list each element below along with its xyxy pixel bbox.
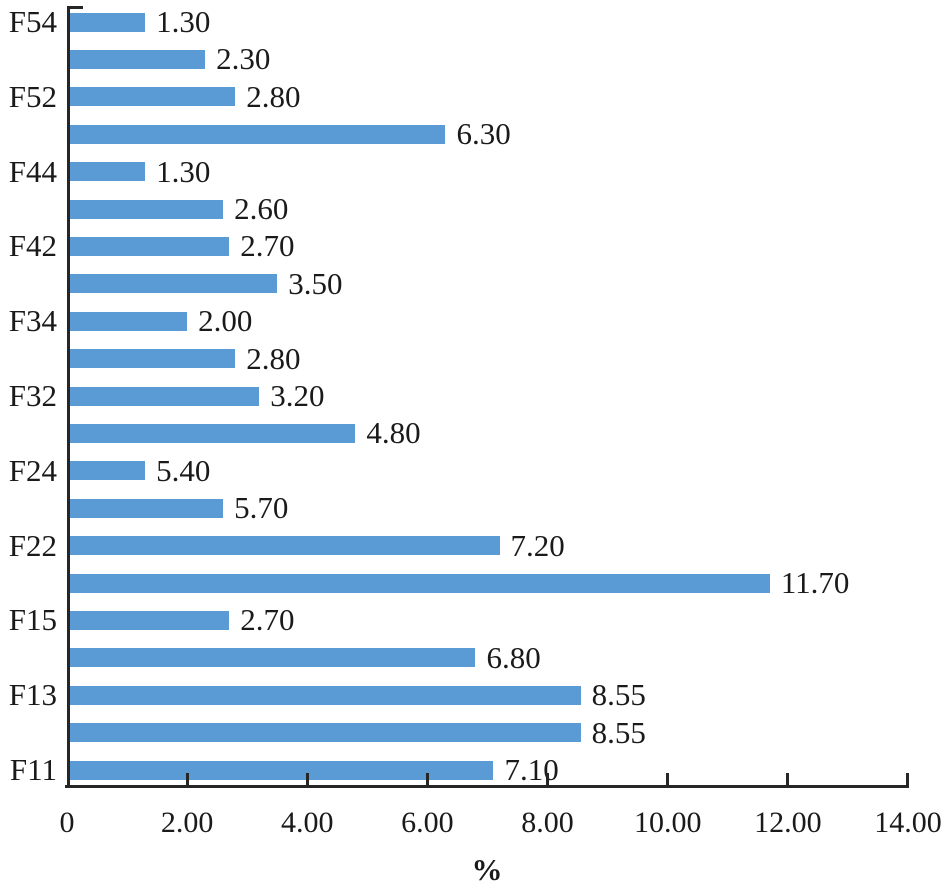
bar	[70, 274, 278, 294]
bar-value-label: 11.70	[780, 565, 850, 600]
bar-value-label: 5.40	[156, 452, 211, 488]
bar-value-label: 7.20	[510, 527, 565, 563]
bar-value-label: 2.00	[198, 303, 253, 339]
bar-value-label: 6.80	[486, 639, 541, 675]
category-label: F13	[8, 677, 57, 713]
bar	[70, 236, 230, 256]
bar-value-label: 8.55	[591, 677, 646, 713]
bar	[70, 349, 236, 369]
bar-value-label: 2.70	[240, 228, 295, 264]
bar-value-label: 8.55	[591, 714, 646, 750]
bar-value-label: 1.30	[156, 153, 211, 189]
y-axis-line	[67, 6, 70, 788]
x-tick-label: 10.00	[633, 806, 702, 839]
x-tick-label: 6.00	[401, 806, 454, 839]
bar	[70, 87, 236, 107]
category-label: F34	[8, 303, 57, 339]
x-tick-mark	[546, 773, 550, 788]
y-axis-end-tick	[67, 6, 83, 9]
bar	[70, 573, 770, 593]
bar	[70, 124, 446, 144]
x-tick-mark	[906, 773, 910, 788]
category-label: F22	[8, 527, 57, 563]
bar	[70, 723, 581, 743]
bar-value-label: 2.70	[240, 602, 295, 638]
x-tick-label: 14.00	[874, 806, 942, 839]
bar-value-label: 2.80	[246, 340, 301, 376]
bar	[70, 311, 188, 331]
bar-value-label: 6.30	[456, 116, 511, 152]
bar	[70, 386, 260, 406]
bar	[70, 536, 500, 556]
category-label: F11	[9, 752, 57, 787]
bar-value-label: 2.80	[246, 78, 301, 114]
bar	[70, 648, 476, 668]
category-label: F32	[8, 378, 57, 413]
bar	[70, 685, 581, 705]
bar	[70, 461, 146, 481]
x-tick-label: 12.00	[754, 806, 822, 839]
bar	[70, 610, 230, 630]
x-axis-line	[65, 785, 909, 788]
bar	[70, 162, 146, 182]
x-tick-mark	[666, 773, 670, 788]
category-label: F15	[8, 602, 57, 638]
x-tick-mark	[425, 773, 429, 788]
bar	[70, 49, 206, 69]
x-tick-mark	[786, 773, 790, 788]
bar	[70, 760, 494, 780]
bar-value-label: 7.10	[504, 752, 559, 787]
bar	[70, 498, 224, 518]
category-label: F54	[8, 4, 57, 39]
bar-value-label: 4.80	[366, 415, 421, 451]
x-tick-mark	[305, 773, 309, 788]
x-axis-title: %	[471, 852, 503, 887]
category-label: F42	[8, 228, 57, 264]
x-tick-mark	[185, 773, 189, 788]
x-tick-label: 4.00	[281, 806, 334, 839]
bar-value-label: 1.30	[156, 4, 211, 39]
bar-value-label: 3.50	[288, 265, 343, 301]
x-tick-label: 2.00	[160, 806, 214, 839]
bar	[70, 199, 224, 219]
x-tick-label: 0	[59, 806, 75, 839]
bar-value-label: 3.20	[270, 378, 325, 413]
bar	[70, 423, 356, 443]
x-tick-label: 8.00	[521, 806, 574, 839]
category-label: F44	[8, 153, 57, 189]
bar	[70, 12, 146, 32]
category-label: F52	[8, 78, 57, 114]
bar-value-label: 2.30	[216, 41, 271, 77]
category-label: F24	[8, 452, 57, 488]
bar-value-label: 2.60	[234, 191, 289, 226]
bar-value-label: 5.70	[234, 490, 289, 526]
